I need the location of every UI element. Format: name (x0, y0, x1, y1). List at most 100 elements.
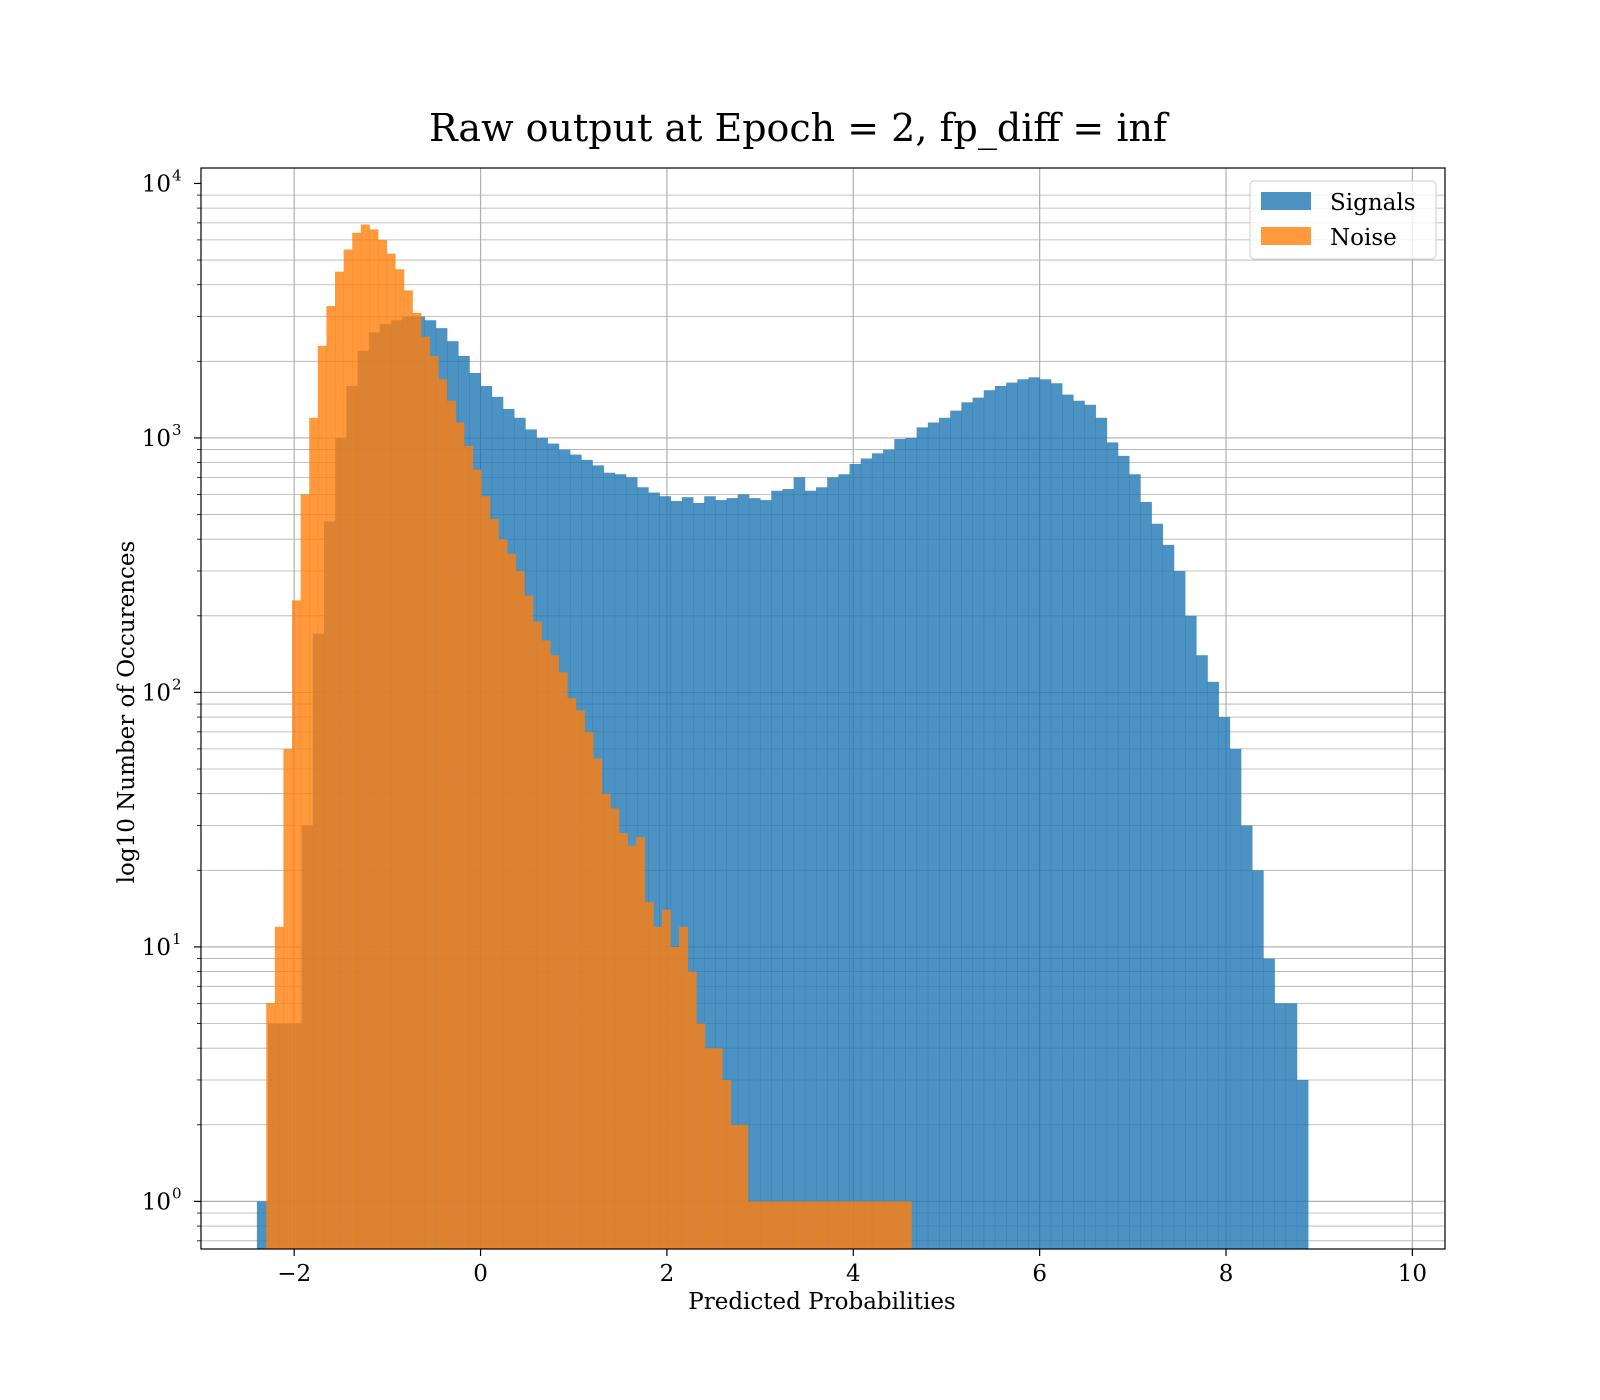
x-tick-label: 2 (660, 1261, 675, 1287)
bar-noise-12 (369, 229, 379, 1250)
bar-noise-66 (833, 1201, 843, 1249)
bar-signals-88 (1240, 825, 1253, 1249)
bar-noise-72 (885, 1201, 895, 1249)
bar-signals-43 (737, 494, 750, 1249)
bar-signals-55 (871, 453, 884, 1249)
bar-noise-70 (868, 1201, 878, 1249)
bar-signals-69 (1028, 377, 1041, 1249)
y-tick-exponent: 1 (172, 930, 182, 948)
bar-signals-51 (827, 477, 839, 1249)
y-tick-label: 10 (142, 935, 171, 961)
bar-noise-67 (842, 1201, 852, 1249)
x-tick-label: 10 (1398, 1261, 1427, 1287)
legend-label-noise: Noise (1330, 225, 1397, 251)
bar-signals-42 (726, 498, 739, 1250)
bar-noise-44 (644, 902, 654, 1249)
chart-title: Raw output at Epoch = 2, fp_diff = inf (429, 106, 1170, 151)
bar-signals-70 (1039, 379, 1052, 1250)
bar-signals-89 (1252, 870, 1264, 1249)
bar-noise-35 (567, 698, 577, 1249)
bar-noise-38 (593, 758, 603, 1249)
bar-noise-14 (386, 253, 396, 1249)
bar-noise-43 (636, 837, 646, 1249)
bar-noise-2 (283, 748, 293, 1249)
bar-noise-69 (859, 1201, 869, 1249)
bar-noise-15 (395, 269, 405, 1249)
bar-noise-34 (558, 672, 568, 1249)
bar-noise-52 (713, 1048, 723, 1249)
x-tick-label: 0 (473, 1261, 488, 1287)
bar-noise-62 (799, 1201, 809, 1249)
bar-signals-83 (1185, 615, 1197, 1249)
y-tick-label: 10 (142, 426, 171, 452)
y-tick-label: 10 (142, 1189, 171, 1215)
legend-swatch-noise (1261, 227, 1311, 245)
bar-signals-40 (704, 496, 716, 1249)
bar-noise-36 (575, 710, 585, 1249)
bar-noise-13 (378, 239, 388, 1249)
bar-signals-79 (1140, 502, 1152, 1249)
bar-signals-53 (849, 463, 862, 1250)
bar-noise-0 (266, 1003, 276, 1249)
y-tick-label: 10 (142, 680, 171, 706)
bar-signals-93 (1296, 1079, 1309, 1249)
x-axis-label: Predicted Probabilities (688, 1289, 956, 1315)
bar-signals-38 (681, 497, 694, 1249)
legend: Signals Noise (1249, 180, 1437, 260)
y-tick-label: 10 (142, 171, 171, 197)
bar-noise-45 (653, 926, 663, 1249)
bar-signals-87 (1229, 748, 1242, 1249)
bar-signals-46 (771, 490, 783, 1250)
bar-noise-47 (670, 946, 680, 1249)
bar-noise-63 (808, 1201, 818, 1249)
legend-swatch-signals (1261, 192, 1311, 210)
bar-noise-21 (446, 400, 456, 1249)
bar-noise-33 (550, 655, 560, 1249)
bar-signals-77 (1117, 455, 1130, 1250)
bar-noise-10 (352, 232, 362, 1250)
bar-signals-64 (972, 397, 985, 1249)
bar-signals-36 (659, 496, 672, 1249)
bar-signals-81 (1162, 544, 1175, 1249)
bar-noise-41 (618, 833, 628, 1249)
histogram-bars (256, 224, 1309, 1250)
x-tick-label: 6 (1032, 1261, 1047, 1287)
bar-noise-28 (507, 553, 517, 1249)
bar-noise-68 (851, 1201, 861, 1249)
bar-noise-22 (455, 422, 465, 1249)
bar-noise-25 (481, 496, 491, 1249)
bar-signals-72 (1062, 394, 1074, 1250)
plot-frame (200, 167, 1446, 1250)
bar-noise-17 (412, 312, 422, 1250)
bar-noise-59 (773, 1201, 783, 1249)
bar-noise-9 (343, 249, 353, 1249)
bar-signals-66 (994, 385, 1007, 1250)
bar-signals-71 (1050, 383, 1063, 1249)
bar-signals-59 (916, 427, 929, 1249)
bar-signals-82 (1173, 570, 1186, 1249)
y-tick-exponent: 0 (172, 1184, 182, 1202)
bar-noise-60 (782, 1201, 792, 1249)
bar-noise-65 (825, 1201, 835, 1249)
bar-noise-29 (515, 570, 525, 1249)
bar-noise-27 (498, 539, 508, 1249)
y-tick-exponent: 2 (172, 675, 182, 693)
bar-signals-52 (838, 474, 850, 1250)
bar-signals-90 (1263, 958, 1275, 1249)
bar-noise-71 (876, 1201, 886, 1249)
bar-signals-65 (983, 390, 996, 1249)
bar-noise-23 (464, 445, 474, 1249)
bar-noise-24 (472, 469, 482, 1250)
bar-noise-11 (360, 224, 370, 1250)
bar-signals-56 (883, 449, 895, 1249)
x-tick-label: −2 (277, 1261, 311, 1287)
bar-signals-50 (816, 487, 828, 1250)
bar-signals-48 (793, 477, 806, 1249)
bar-signals-76 (1106, 442, 1119, 1249)
bar-noise-3 (292, 600, 302, 1249)
x-axis-ticks: −2 0 2 4 6 8 10 (277, 1249, 1427, 1287)
bar-noise-64 (816, 1201, 826, 1249)
bar-noise-40 (610, 808, 620, 1249)
